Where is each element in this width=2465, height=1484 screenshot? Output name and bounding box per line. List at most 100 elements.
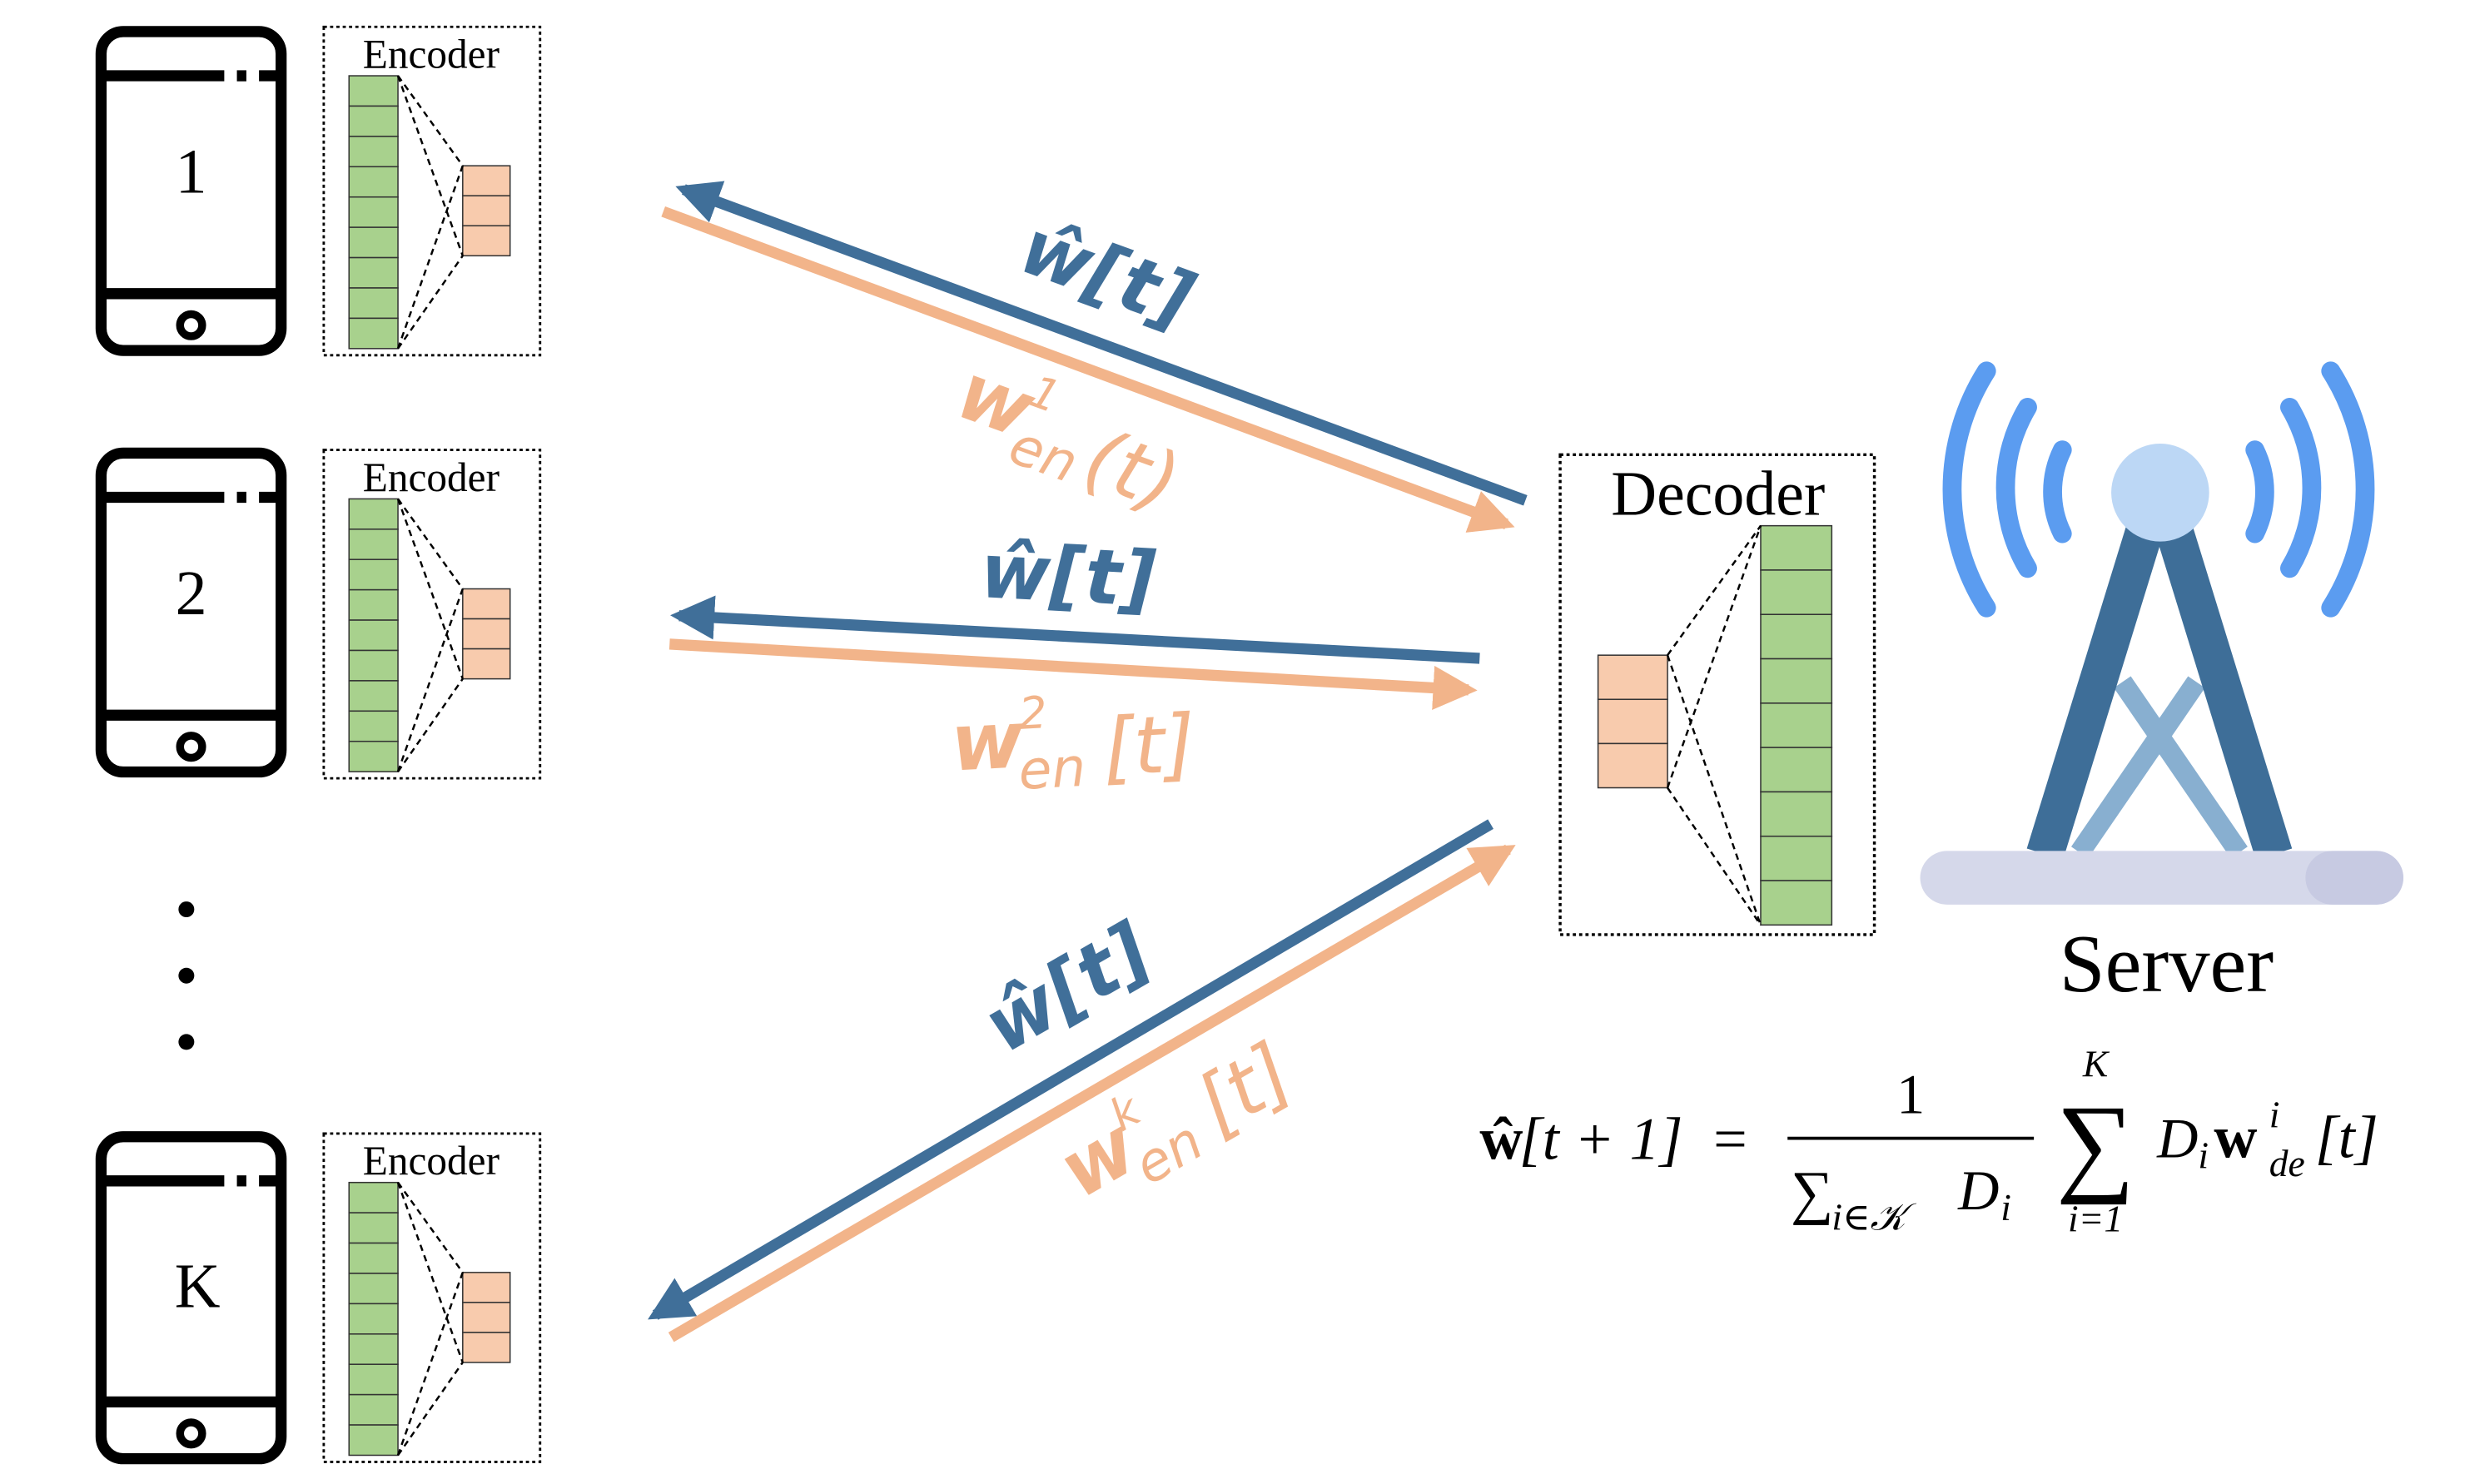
input-neuron [348, 710, 399, 742]
phone-icon [95, 26, 287, 356]
downlink-arrow-k [648, 819, 1493, 1320]
downlink-label-2: ŵ[t] [978, 527, 1158, 624]
encoder-box: Encoder [322, 25, 542, 357]
latent-neuron [462, 195, 511, 227]
formula-denominator-var: D [1957, 1159, 1999, 1222]
formula-sum-lower: i=1 [2068, 1198, 2123, 1240]
output-neuron [1760, 835, 1833, 881]
latent-neuron [462, 1272, 511, 1303]
connection-line [396, 498, 464, 680]
svg-text:(t): (t) [1073, 412, 1191, 529]
formula-numerator: 1 [1896, 1062, 1925, 1125]
svg-text:[t]: [t] [1101, 698, 1198, 795]
encoder-connections [396, 1181, 464, 1457]
signal-waves-icon [1942, 361, 2375, 618]
decoder-box: Decoder [1558, 453, 1876, 936]
server-tower: Server [1920, 361, 2403, 1010]
input-neuron [348, 105, 399, 137]
formula-term-arg: [t] [2315, 1104, 2378, 1170]
device-label: 2 [176, 558, 207, 628]
connection-line [397, 255, 464, 350]
encoder-title: Encoder [363, 454, 499, 500]
output-neuron [1760, 702, 1833, 748]
output-neuron [1760, 791, 1833, 837]
input-neuron [348, 680, 399, 712]
input-neuron [348, 1424, 399, 1457]
connection-line [396, 1182, 464, 1363]
encoder-latent-layer [462, 1272, 511, 1363]
svg-text:2: 2 [1017, 687, 1048, 740]
decoder-connections [1666, 524, 1762, 926]
connection-line [1666, 525, 1762, 788]
encoder-box: Encoder [322, 1132, 542, 1463]
uplink-arrow-k [668, 844, 1516, 1343]
phone-icon [95, 447, 287, 778]
encoder-latent-layer [462, 588, 511, 680]
link-device-1: ŵ[t] w 1 en (t) [661, 181, 1528, 533]
input-neuron [348, 1273, 399, 1305]
device-label: K [175, 1252, 221, 1322]
input-neuron [348, 1363, 399, 1396]
downlink-label-k: ŵ[t] [969, 906, 1165, 1070]
formula-term-w-sub: de [2269, 1142, 2305, 1184]
input-neuron [348, 166, 399, 198]
input-neuron [348, 558, 399, 591]
latent-neuron [462, 648, 511, 680]
encoder-connections [396, 498, 464, 772]
encoder-latent-layer [462, 165, 511, 257]
input-neuron [348, 136, 399, 168]
input-neuron [348, 1242, 399, 1274]
formula-lhs-w: ŵ [1479, 1105, 1523, 1172]
uplink-arrow-2 [668, 638, 1478, 710]
downlink-arrow-1 [675, 181, 1528, 506]
input-neuron [348, 1333, 399, 1365]
input-neuron [348, 740, 399, 772]
input-neuron [348, 75, 399, 107]
server-label: Server [2060, 919, 2274, 1010]
output-neuron [1760, 747, 1833, 793]
formula-denominator-sum: ∑ [1791, 1159, 1833, 1226]
formula-sum-sign: ∑ [2056, 1083, 2135, 1205]
encoder-input-layer [348, 1181, 399, 1457]
svg-text:ŵ[t]: ŵ[t] [969, 906, 1165, 1070]
latent-neuron [462, 225, 511, 257]
connection-line [1666, 654, 1762, 926]
svg-text:ŵ[t]: ŵ[t] [978, 527, 1158, 624]
decoder-title: Decoder [1611, 459, 1825, 529]
connection-line [396, 1272, 464, 1456]
input-neuron [348, 196, 399, 228]
formula-term-w: w [2214, 1104, 2257, 1170]
connection-line [1667, 787, 1762, 926]
input-neuron [348, 1181, 399, 1214]
device-k: K Encoder [95, 1131, 542, 1465]
latent-neuron [462, 165, 511, 196]
latent-neuron [462, 588, 511, 620]
device-label: 1 [176, 136, 207, 206]
connection-line [397, 498, 464, 590]
input-neuron [348, 1303, 399, 1335]
formula-term-d-sub: i [2198, 1134, 2209, 1177]
uplink-label-2: w 2 en [t] [948, 687, 1198, 802]
link-device-k: ŵ[t] w k en [t] [648, 819, 1516, 1343]
encoder-box: Encoder [322, 449, 542, 780]
output-neuron [1760, 880, 1833, 926]
tower-legs [2026, 515, 2293, 860]
formula-denominator-sub: i∈𝒦 [1831, 1196, 1916, 1238]
phone-icon [95, 1131, 287, 1465]
input-neuron [348, 619, 399, 652]
formula-term-d: D [2156, 1106, 2198, 1169]
decoder-latent-layer [1597, 654, 1668, 789]
tower-top-icon [2111, 444, 2209, 542]
connection-line [396, 75, 464, 256]
input-neuron [348, 529, 399, 560]
latent-neuron [1597, 698, 1668, 745]
input-neuron [348, 287, 399, 320]
svg-text:w: w [948, 694, 1026, 789]
connection-line [396, 588, 464, 772]
tower-base [1920, 851, 2403, 905]
encoder-title: Encoder [363, 1138, 499, 1184]
output-neuron [1760, 569, 1833, 615]
latent-neuron [462, 1332, 511, 1363]
latent-neuron [462, 1302, 511, 1333]
